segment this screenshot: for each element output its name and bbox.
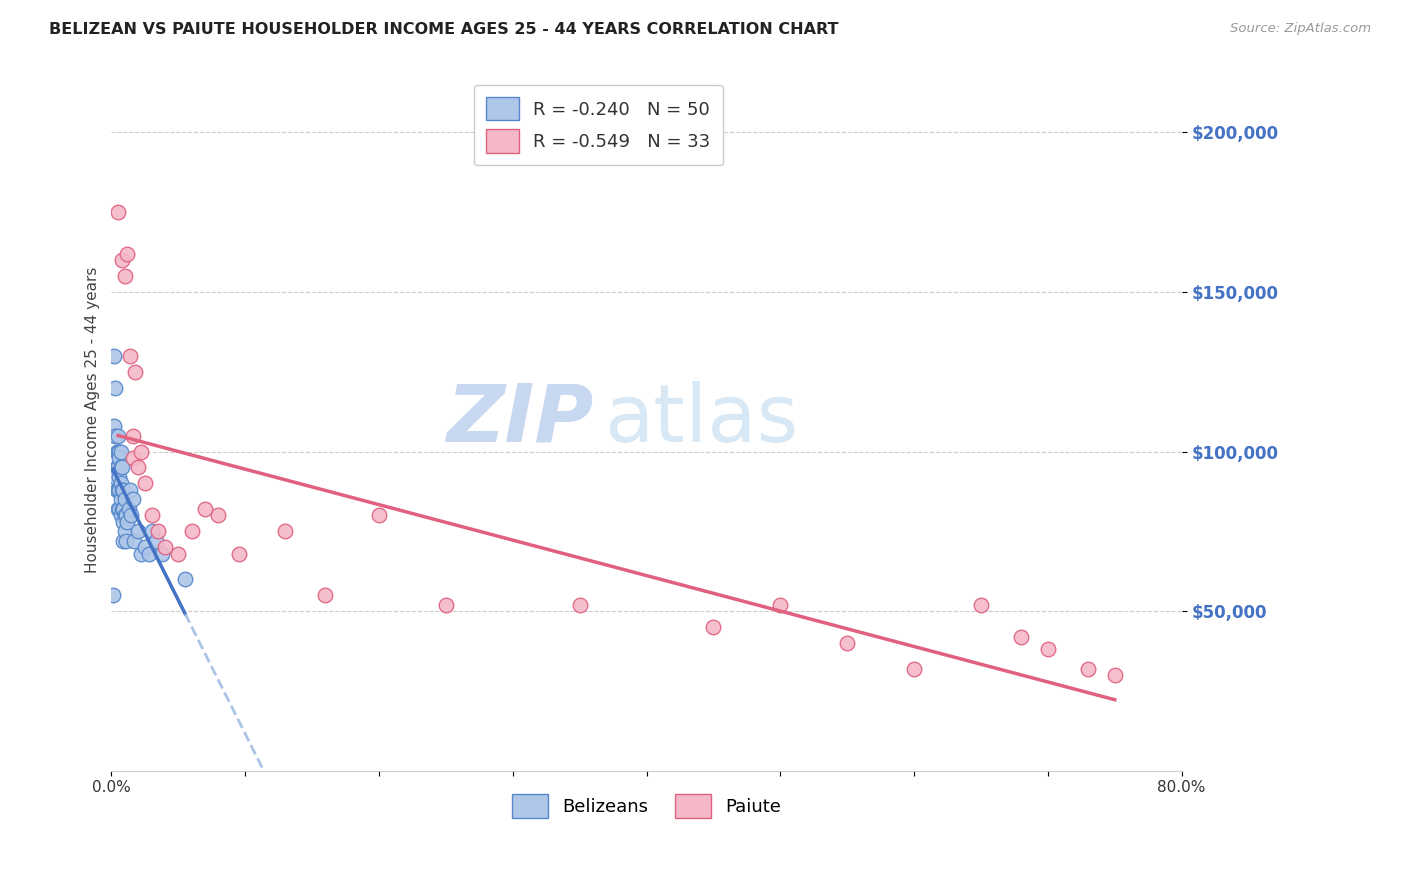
Point (111, 460, 134, 475)
Point (108, 450, 131, 465)
Point (145, 533, 167, 548)
Point (153, 541, 176, 555)
Point (129, 547, 152, 561)
Point (110, 476, 132, 491)
Point (1036, 642, 1059, 657)
Point (121, 508, 143, 523)
Point (111, 253, 134, 268)
Point (107, 483, 129, 497)
Point (117, 515, 139, 529)
Point (118, 502, 141, 516)
Point (111, 483, 134, 497)
Text: Source: ZipAtlas.com: Source: ZipAtlas.com (1230, 22, 1371, 36)
Point (124, 365, 146, 379)
Point (104, 381, 127, 395)
Point (110, 460, 132, 475)
Point (114, 524, 136, 539)
Point (150, 547, 173, 561)
Point (104, 470, 127, 484)
Point (274, 524, 297, 539)
Point (1104, 668, 1126, 682)
Point (110, 508, 132, 523)
Point (702, 620, 724, 634)
Point (120, 349, 142, 363)
Point (107, 460, 129, 475)
Point (107, 502, 129, 516)
Point (207, 508, 229, 523)
Point (121, 492, 143, 507)
Point (122, 533, 145, 548)
Point (110, 444, 132, 458)
Point (970, 598, 993, 612)
Point (1010, 630, 1032, 644)
Y-axis label: Householder Income Ages 25 - 44 years: Householder Income Ages 25 - 44 years (86, 267, 100, 573)
Point (837, 636, 859, 650)
Point (108, 502, 131, 516)
Point (103, 419, 125, 434)
Point (111, 502, 134, 516)
Point (110, 492, 132, 507)
Point (121, 450, 143, 465)
Point (107, 205, 129, 219)
Point (105, 460, 128, 475)
Point (148, 524, 170, 539)
Point (112, 515, 135, 529)
Point (101, 588, 124, 602)
Point (134, 541, 156, 555)
Point (107, 428, 129, 442)
Point (903, 662, 925, 676)
Point (141, 508, 163, 523)
Point (120, 483, 142, 497)
Point (194, 502, 217, 516)
Point (105, 444, 128, 458)
Text: ZIP: ZIP (446, 381, 593, 458)
Legend: Belizeans, Paiute: Belizeans, Paiute (505, 788, 789, 825)
Point (127, 460, 149, 475)
Point (115, 533, 138, 548)
Point (114, 492, 136, 507)
Text: BELIZEAN VS PAIUTE HOUSEHOLDER INCOME AGES 25 - 44 YEARS CORRELATION CHART: BELIZEAN VS PAIUTE HOUSEHOLDER INCOME AG… (49, 22, 839, 37)
Point (108, 470, 131, 484)
Point (115, 508, 138, 523)
Point (138, 547, 160, 561)
Point (108, 483, 131, 497)
Point (1077, 662, 1099, 676)
Point (127, 524, 149, 539)
Point (104, 428, 127, 442)
Point (228, 547, 250, 561)
Point (769, 598, 792, 612)
Point (105, 483, 128, 497)
Point (568, 598, 591, 612)
Point (114, 508, 136, 523)
Point (121, 428, 143, 442)
Point (368, 508, 391, 523)
Point (103, 349, 125, 363)
Point (141, 524, 163, 539)
Point (314, 588, 336, 602)
Point (112, 483, 135, 497)
Point (108, 444, 131, 458)
Point (112, 502, 135, 516)
Point (112, 533, 135, 548)
Point (134, 476, 156, 491)
Point (114, 268, 136, 283)
Point (129, 444, 152, 458)
Point (434, 598, 457, 612)
Point (167, 547, 190, 561)
Text: atlas: atlas (603, 381, 799, 458)
Point (174, 572, 197, 586)
Point (107, 444, 129, 458)
Point (117, 246, 139, 260)
Point (180, 524, 202, 539)
